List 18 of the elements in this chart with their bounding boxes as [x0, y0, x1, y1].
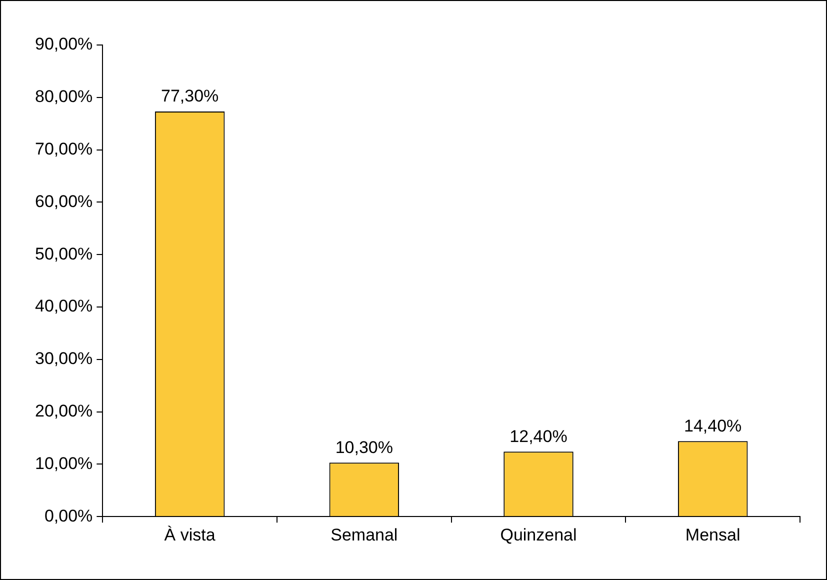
x-tick-label: À vista	[164, 525, 216, 544]
y-tick-label: 90,00%	[34, 34, 93, 54]
y-tick-label: 70,00%	[34, 139, 93, 158]
y-tick-label: 80,00%	[34, 87, 93, 106]
data-label: 10,30%	[335, 438, 393, 457]
y-tick-label: 10,00%	[34, 454, 93, 473]
x-tick-label: Semanal	[330, 525, 398, 544]
y-tick-label: 50,00%	[34, 244, 93, 264]
y-tick-label: 20,00%	[34, 401, 93, 420]
y-tick-label: 30,00%	[34, 349, 93, 368]
data-label: 14,40%	[684, 416, 742, 436]
data-label: 12,40%	[510, 426, 568, 446]
y-tick-label: 40,00%	[34, 296, 93, 316]
x-tick-label: Quinzenal	[500, 525, 577, 544]
data-label: 77,30%	[160, 86, 219, 106]
y-tick-label: 60,00%	[34, 192, 93, 211]
x-tick-label: Mensal	[685, 525, 740, 544]
y-tick-label: 0,00%	[44, 506, 93, 526]
